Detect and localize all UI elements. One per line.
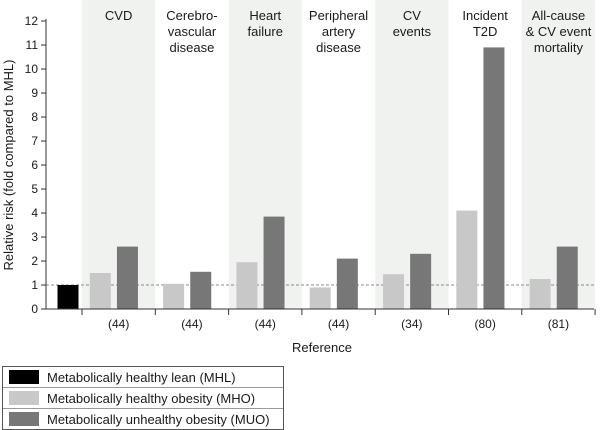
bars (57, 47, 578, 310)
y-tick-label: 0 (31, 302, 38, 316)
category-label-line: artery (322, 24, 356, 39)
category-label: CV events (393, 8, 432, 39)
category-label-line: CV (403, 8, 421, 23)
category-label: Incident T2D (462, 8, 508, 39)
y-axis-label: Relative risk (fold compared to MHL) (1, 60, 16, 271)
bar-muo (556, 246, 578, 309)
bar-mhl (57, 285, 79, 309)
reference-label: (44) (328, 317, 349, 331)
legend-label-mho: Metabolically healthy obesity (MHO) (47, 390, 256, 406)
category-label-line: & CV event (526, 24, 592, 39)
category-label-line: Cerebro- (166, 8, 217, 23)
bar-mho (383, 274, 405, 309)
x-axis-label: Reference (292, 340, 352, 355)
reference-labels: (44) (44) (44) (44) (34) (80) (81) (108, 317, 569, 331)
category-label-line: events (393, 24, 432, 39)
category-label-line: vascular (168, 24, 217, 39)
category-label-line: CVD (105, 8, 132, 23)
y-tick-label: 10 (25, 62, 39, 76)
y-tick-label: 3 (31, 230, 38, 244)
bar-mho (236, 262, 258, 309)
category-label-line: Heart (249, 8, 281, 23)
category-bands (82, 0, 596, 309)
legend: Metabolically healthy lean (MHL) Metabol… (2, 366, 284, 430)
bar-mho (456, 210, 478, 309)
legend-item-muo: Metabolically unhealthy obesity (MUO) (3, 408, 283, 429)
category-label-line: All-cause (532, 8, 585, 23)
y-tick-label: 2 (31, 254, 38, 268)
bar-muo (263, 216, 285, 309)
y-tick-label: 4 (31, 206, 38, 220)
legend-swatch-muo (9, 412, 39, 426)
y-tick-label: 1 (31, 278, 38, 292)
y-tick-label: 6 (31, 158, 38, 172)
bar-mho (89, 273, 111, 309)
category-label-line: Incident (462, 8, 508, 23)
bar-muo (116, 246, 138, 309)
legend-label-muo: Metabolically unhealthy obesity (MUO) (47, 411, 270, 427)
bar-muo (336, 258, 358, 309)
bar-muo (483, 47, 505, 310)
category-label: Heart failure (248, 8, 283, 39)
reference-label: (80) (474, 317, 495, 331)
bar-mho (163, 283, 185, 309)
legend-swatch-mho (9, 391, 39, 405)
reference-label: (44) (181, 317, 202, 331)
category-label: CVD (105, 8, 132, 23)
y-tick-label: 9 (31, 86, 38, 100)
y-tick-label: 12 (25, 14, 39, 28)
category-label-line: T2D (473, 24, 498, 39)
category-label-line: mortality (534, 40, 584, 55)
category-label-line: disease (316, 40, 361, 55)
bar-muo (190, 271, 212, 309)
category-label: All-cause & CV event mortality (526, 8, 592, 55)
legend-swatch-mhl (9, 370, 39, 384)
category-label-line: failure (248, 24, 283, 39)
bar-muo (410, 253, 432, 309)
bar-mho (309, 287, 331, 309)
reference-label: (44) (255, 317, 276, 331)
legend-item-mhl: Metabolically healthy lean (MHL) (3, 367, 283, 387)
category-label-line: disease (170, 40, 215, 55)
reference-label: (81) (548, 317, 569, 331)
legend-item-mho: Metabolically healthy obesity (MHO) (3, 387, 283, 408)
legend-label-mhl: Metabolically healthy lean (MHL) (47, 369, 236, 385)
y-tick-label: 5 (31, 182, 38, 196)
y-tick-label: 8 (31, 110, 38, 124)
reference-label: (34) (401, 317, 422, 331)
category-label-line: Peripheral (309, 8, 368, 23)
y-tick-label: 11 (26, 38, 39, 52)
category-label: Peripheral artery disease (309, 8, 368, 55)
category-label: Cerebro-vascular disease (166, 8, 217, 55)
bar-mho (529, 279, 551, 309)
y-tick-label: 7 (31, 134, 38, 148)
reference-label: (44) (108, 317, 129, 331)
